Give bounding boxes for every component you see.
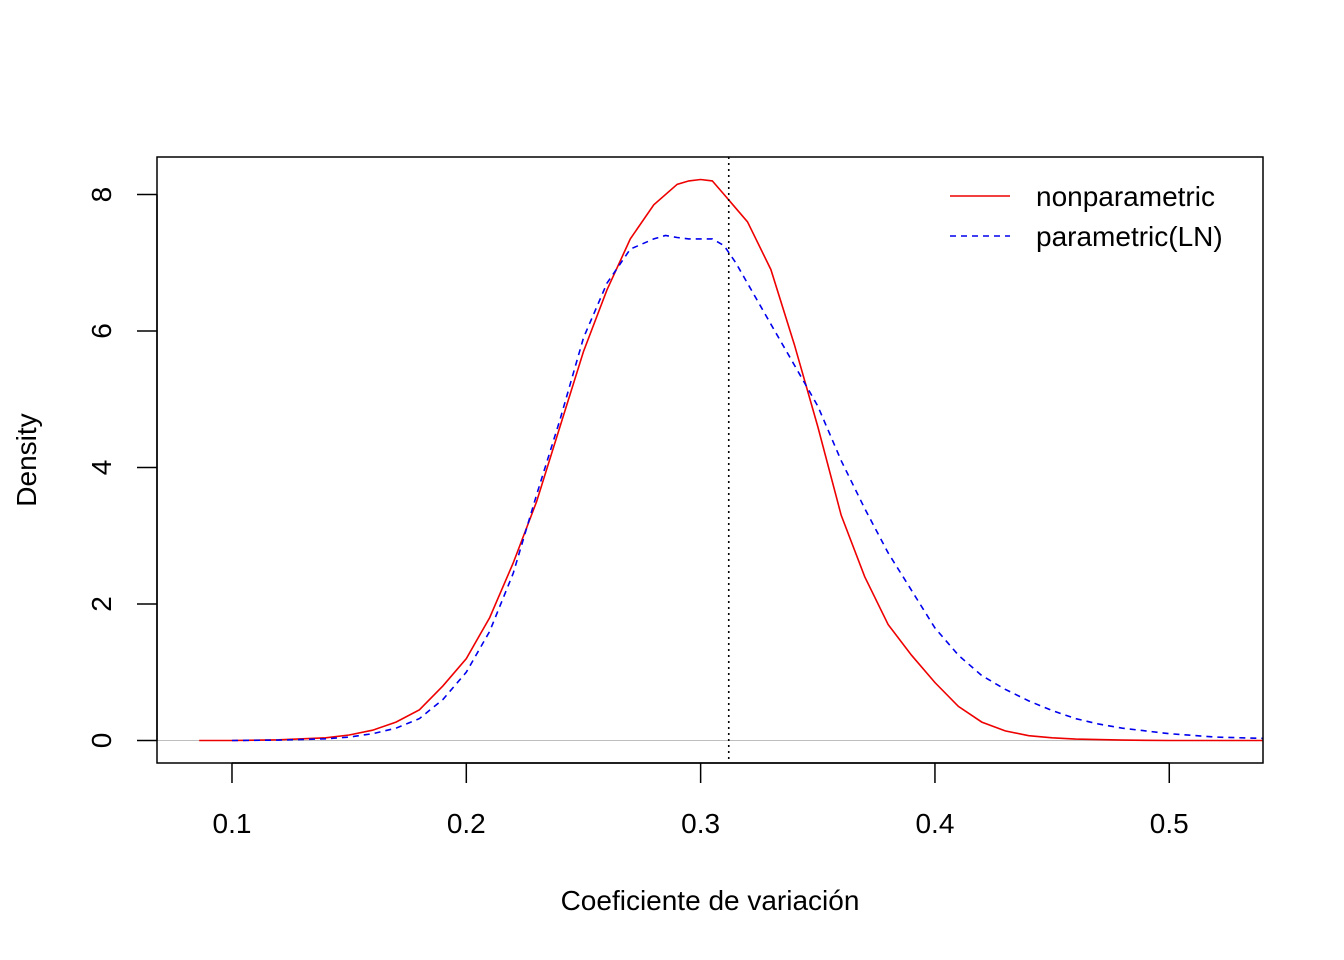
y-axis: 0 2 4 6 8	[86, 187, 158, 749]
legend-label-nonparametric: nonparametric	[1036, 181, 1215, 212]
legend-label-parametric-ln: parametric(LN)	[1036, 221, 1223, 252]
y-tick-label: 8	[86, 187, 117, 203]
y-tick-label: 0	[86, 733, 117, 749]
plot-content	[157, 157, 1263, 763]
y-tick-label: 6	[86, 323, 117, 339]
x-tick-label: 0.3	[681, 808, 720, 839]
y-tick-label: 4	[86, 460, 117, 476]
parametric-ln-density-line	[231, 234, 1263, 742]
x-axis-label: Coeficiente de variación	[561, 885, 860, 916]
x-tick-label: 0.1	[213, 808, 252, 839]
x-tick-label: 0.4	[915, 808, 954, 839]
y-axis-label: Density	[11, 413, 42, 506]
y-tick-label: 2	[86, 596, 117, 612]
nonparametric-density-line	[199, 178, 1263, 742]
x-axis: 0.1 0.2 0.3 0.4 0.5	[213, 762, 1189, 839]
x-tick-label: 0.2	[447, 808, 486, 839]
x-tick-label: 0.5	[1150, 808, 1189, 839]
legend: nonparametric parametric(LN)	[950, 181, 1223, 252]
